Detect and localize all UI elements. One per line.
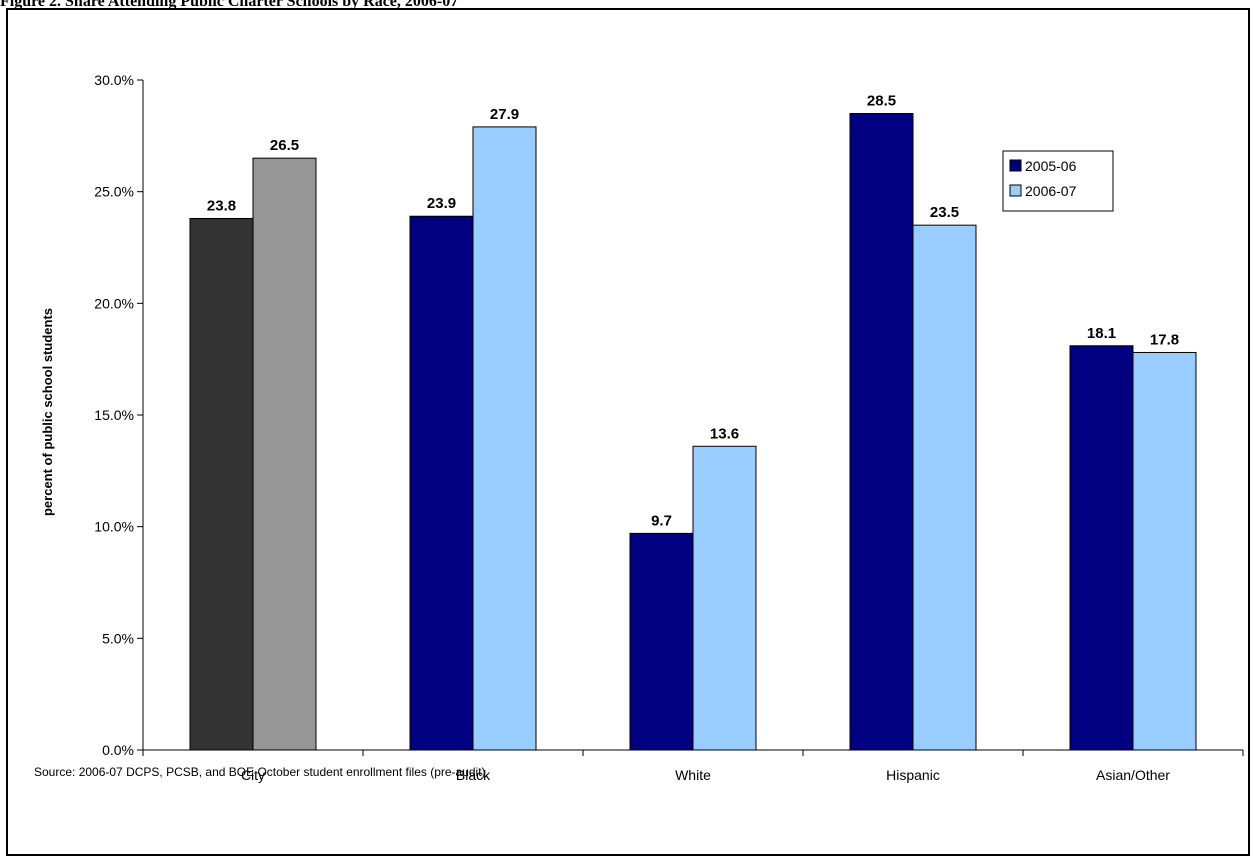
data-label: 28.5: [867, 93, 896, 110]
data-label: 9.7: [651, 512, 672, 529]
y-tick-label: 25.0%: [94, 184, 134, 200]
data-labels: 23.8 26.5 23.9 27.9 9.7 13.6 28.5 23.5 18.1 17.8: [207, 93, 1179, 530]
x-tick-label: Asian/Other: [1096, 767, 1170, 783]
bar: [629, 532, 694, 751]
data-label: 27.9: [490, 106, 519, 123]
data-label: 23.5: [930, 204, 959, 221]
x-tick-label: Hispanic: [886, 767, 940, 783]
y-axis: 0.0% 5.0% 10.0% 15.0% 20.0% 25.0% 30.0%: [94, 72, 144, 758]
legend: 2005-06 2006-07: [1002, 150, 1114, 212]
y-tick-label: 5.0%: [102, 630, 134, 646]
legend-label: 2006-07: [1025, 183, 1077, 199]
y-tick-label: 20.0%: [94, 295, 134, 311]
bar: [409, 215, 474, 751]
data-label: 17.8: [1150, 331, 1179, 348]
x-tick-label: Black: [456, 767, 491, 783]
legend-swatch: [1009, 159, 1022, 172]
bar: [1132, 351, 1197, 751]
bar: [849, 113, 914, 751]
x-tick-label: City: [241, 767, 265, 783]
y-tick-label: 0.0%: [102, 742, 134, 758]
bar: [189, 217, 254, 751]
y-axis-title: percent of public school students: [40, 308, 55, 516]
data-label: 13.6: [710, 425, 739, 442]
data-label: 18.1: [1087, 325, 1116, 342]
data-label: 26.5: [270, 137, 299, 154]
bar: [912, 224, 977, 751]
data-label: 23.8: [207, 197, 236, 214]
bar: [252, 157, 317, 751]
legend-label: 2005-06: [1025, 158, 1077, 174]
source-note: Source: 2006-07 DCPS, PCSB, and BOE Octo…: [34, 765, 486, 779]
y-tick-label: 10.0%: [94, 519, 134, 535]
bar: [1069, 345, 1134, 751]
bars: [189, 113, 1197, 751]
bar: [692, 445, 757, 751]
figure-title: Figure 2. Share Attending Public Charter…: [0, 0, 459, 10]
y-tick-label: 15.0%: [94, 407, 134, 423]
legend-swatch: [1009, 184, 1022, 197]
bar: [472, 126, 537, 751]
y-tick-label: 30.0%: [94, 72, 134, 88]
data-label: 23.9: [427, 195, 456, 212]
x-tick-label: White: [675, 767, 711, 783]
